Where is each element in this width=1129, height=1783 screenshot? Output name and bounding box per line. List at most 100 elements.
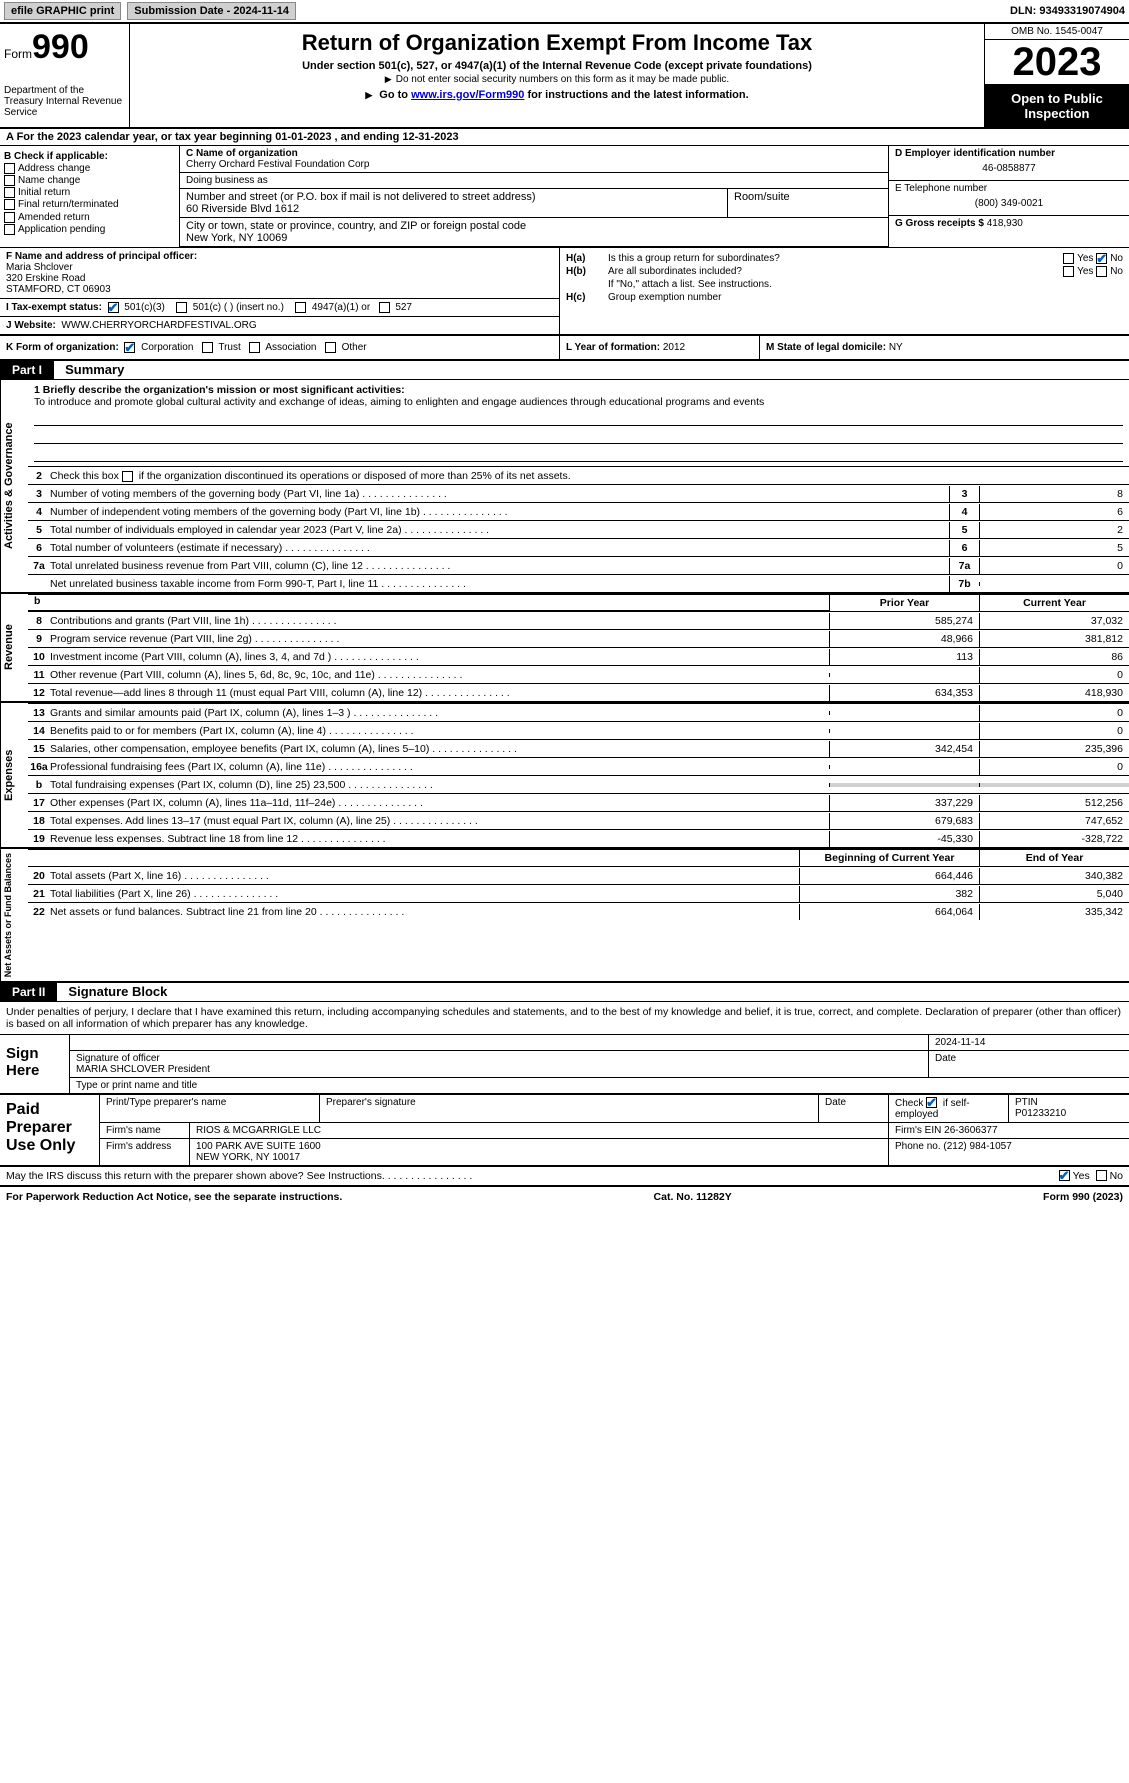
line-22: 22Net assets or fund balances. Subtract … xyxy=(28,902,1129,920)
sig-officer-lbl: Signature of officer xyxy=(76,1053,922,1064)
col-b: B Check if applicable: Address change Na… xyxy=(0,146,180,247)
cb-amended-return[interactable] xyxy=(4,212,15,223)
col-current-year: Current Year xyxy=(979,595,1129,611)
lbl-4947: 4947(a)(1) or xyxy=(312,302,370,313)
c-name-lbl: C Name of organization xyxy=(186,148,298,159)
line-12: 12Total revenue—add lines 8 through 11 (… xyxy=(28,683,1129,701)
line-5: 5Total number of individuals employed in… xyxy=(28,520,1129,538)
firm-phone: (212) 984-1057 xyxy=(943,1141,1011,1152)
lbl-no: No xyxy=(1110,253,1123,264)
line-15: 15Salaries, other compensation, employee… xyxy=(28,739,1129,757)
lbl-discuss-no: No xyxy=(1110,1170,1123,1182)
lbl-corp: Corporation xyxy=(141,342,193,353)
cb-hb-no[interactable] xyxy=(1096,266,1107,277)
org-name: Cherry Orchard Festival Foundation Corp xyxy=(186,159,882,170)
open-to-public: Open to Public Inspection xyxy=(985,85,1129,127)
col-end-year: End of Year xyxy=(979,850,1129,866)
cb-application-pending[interactable] xyxy=(4,224,15,235)
dln: DLN: 93493319074904 xyxy=(1010,5,1125,17)
col-beginning-year: Beginning of Current Year xyxy=(799,850,979,866)
officer-name: Maria Shclover xyxy=(6,262,553,273)
tab-net-assets: Net Assets or Fund Balances xyxy=(0,849,28,981)
lbl-trust: Trust xyxy=(218,342,240,353)
cb-hb-yes[interactable] xyxy=(1063,266,1074,277)
cb-4947[interactable] xyxy=(295,302,306,313)
cb-initial-return[interactable] xyxy=(4,187,15,198)
row-a-tax-year: A For the 2023 calendar year, or tax yea… xyxy=(0,129,1129,146)
cb-corp[interactable] xyxy=(124,342,135,353)
subtitle-1: Under section 501(c), 527, or 4947(a)(1)… xyxy=(138,60,976,72)
l-lbl: L Year of formation: xyxy=(566,342,660,353)
city-value: New York, NY 10069 xyxy=(186,232,882,244)
form-label: Form xyxy=(4,47,32,61)
lbl-assoc: Association xyxy=(265,342,316,353)
cb-trust[interactable] xyxy=(202,342,213,353)
line-18: 18Total expenses. Add lines 13–17 (must … xyxy=(28,811,1129,829)
officer-addr1: 320 Erskine Road xyxy=(6,273,553,284)
paid-preparer-label: Paid Preparer Use Only xyxy=(0,1095,100,1164)
col-h: H(a) Is this a group return for subordin… xyxy=(560,248,1129,334)
form-number: 990 xyxy=(32,28,89,66)
ha-txt: Is this a group return for subordinates? xyxy=(608,253,1063,264)
lbl-discuss-yes: Yes xyxy=(1073,1170,1090,1182)
hc-txt: Group exemption number xyxy=(608,292,1123,303)
prep-sig-lbl: Preparer's signature xyxy=(320,1095,819,1121)
i-lbl: I Tax-exempt status: xyxy=(6,302,102,313)
cb-self-employed[interactable] xyxy=(926,1097,937,1108)
hb-lbl: H(b) xyxy=(566,266,608,277)
cb-501c-other[interactable] xyxy=(176,302,187,313)
col-f: F Name and address of principal officer:… xyxy=(0,248,560,334)
firm-addr-lbl: Firm's address xyxy=(100,1139,190,1165)
cb-discuss-no[interactable] xyxy=(1096,1170,1107,1181)
tel-lbl: E Telephone number xyxy=(895,183,1123,194)
cb-assoc[interactable] xyxy=(249,342,260,353)
col-c: C Name of organization Cherry Orchard Fe… xyxy=(180,146,889,247)
line-11: 11Other revenue (Part VIII, column (A), … xyxy=(28,665,1129,683)
line-7a: 7aTotal unrelated business revenue from … xyxy=(28,556,1129,574)
line-7b: Net unrelated business taxable income fr… xyxy=(28,574,1129,592)
cb-ha-no[interactable] xyxy=(1096,253,1107,264)
cb-other[interactable] xyxy=(325,342,336,353)
cb-527[interactable] xyxy=(379,302,390,313)
prep-date-lbl: Date xyxy=(819,1095,889,1121)
lbl-address-change: Address change xyxy=(18,163,90,174)
line-b: bTotal fundraising expenses (Part IX, co… xyxy=(28,775,1129,793)
row-klm: K Form of organization: Corporation Trus… xyxy=(0,336,1129,361)
ptin-value: P01233210 xyxy=(1015,1108,1066,1119)
cb-ha-yes[interactable] xyxy=(1063,253,1074,264)
line-14: 14Benefits paid to or for members (Part … xyxy=(28,721,1129,739)
lbl-501c3: 501(c)(3) xyxy=(124,302,165,313)
irs-link[interactable]: www.irs.gov/Form990 xyxy=(411,89,524,101)
hb-txt: Are all subordinates included? xyxy=(608,266,1063,277)
line-20: 20Total assets (Part X, line 16)664,4463… xyxy=(28,866,1129,884)
section-revenue: Revenue b Prior Year Current Year 8Contr… xyxy=(0,594,1129,703)
year-formation: 2012 xyxy=(663,342,685,353)
cb-final-return[interactable] xyxy=(4,199,15,210)
dept-label: Department of the Treasury Internal Reve… xyxy=(4,85,125,118)
page-footer: For Paperwork Reduction Act Notice, see … xyxy=(0,1187,1129,1207)
sig-date-lbl: Date xyxy=(929,1051,1129,1077)
section-expenses: Expenses 13Grants and similar amounts pa… xyxy=(0,703,1129,849)
line-4: 4Number of independent voting members of… xyxy=(28,502,1129,520)
lbl-amended-return: Amended return xyxy=(18,212,90,223)
signature-intro: Under penalties of perjury, I declare th… xyxy=(0,1002,1129,1035)
footer-right: Form 990 (2023) xyxy=(1043,1191,1123,1203)
mission-lbl: 1 Briefly describe the organization's mi… xyxy=(34,384,405,396)
cb-name-change[interactable] xyxy=(4,175,15,186)
officer-addr2: STAMFORD, CT 06903 xyxy=(6,284,553,295)
cb-discuss-yes[interactable] xyxy=(1059,1170,1070,1181)
line-17: 17Other expenses (Part IX, column (A), l… xyxy=(28,793,1129,811)
line-8: 8Contributions and grants (Part VIII, li… xyxy=(28,611,1129,629)
k-lbl: K Form of organization: xyxy=(6,342,119,353)
footer-left: For Paperwork Reduction Act Notice, see … xyxy=(6,1191,342,1203)
f-lbl: F Name and address of principal officer: xyxy=(6,251,197,262)
efile-print-button[interactable]: efile GRAPHIC print xyxy=(4,2,121,20)
part1-badge: Part I xyxy=(0,361,54,379)
ns-lbl: Number and street (or P.O. box if mail i… xyxy=(186,191,721,203)
cb-address-change[interactable] xyxy=(4,163,15,174)
section-activities-governance: Activities & Governance 1 Briefly descri… xyxy=(0,380,1129,594)
cb-discontinued[interactable] xyxy=(122,471,133,482)
discuss-text: May the IRS discuss this return with the… xyxy=(6,1170,385,1182)
row-fh: F Name and address of principal officer:… xyxy=(0,248,1129,336)
cb-501c3[interactable] xyxy=(108,302,119,313)
